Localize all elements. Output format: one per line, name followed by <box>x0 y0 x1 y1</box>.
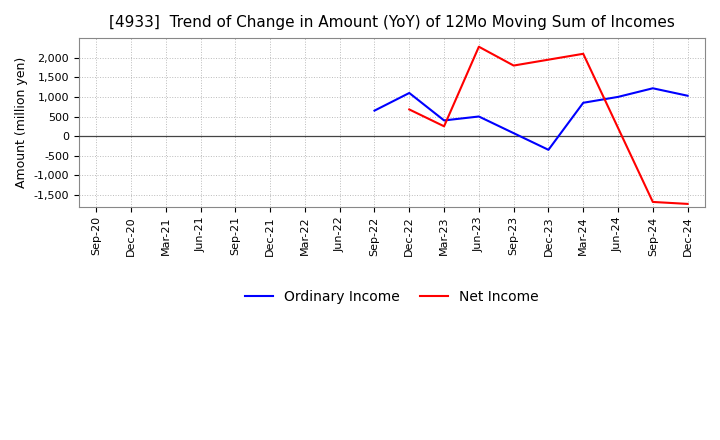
Net Income <box>474 44 483 49</box>
Net Income <box>544 57 553 62</box>
Legend: Ordinary Income, Net Income: Ordinary Income, Net Income <box>239 284 544 309</box>
Ordinary Income <box>544 147 553 152</box>
Ordinary Income <box>683 93 692 99</box>
Ordinary Income <box>649 86 657 91</box>
Ordinary Income <box>474 114 483 119</box>
Title: [4933]  Trend of Change in Amount (YoY) of 12Mo Moving Sum of Incomes: [4933] Trend of Change in Amount (YoY) o… <box>109 15 675 30</box>
Net Income <box>509 63 518 68</box>
Line: Ordinary Income: Ordinary Income <box>374 88 688 150</box>
Net Income <box>440 124 449 129</box>
Line: Net Income: Net Income <box>409 47 688 204</box>
Net Income <box>683 201 692 206</box>
Net Income <box>405 107 413 112</box>
Ordinary Income <box>405 90 413 95</box>
Net Income <box>579 51 588 56</box>
Ordinary Income <box>440 118 449 123</box>
Y-axis label: Amount (million yen): Amount (million yen) <box>15 57 28 188</box>
Ordinary Income <box>579 100 588 106</box>
Net Income <box>649 199 657 205</box>
Ordinary Income <box>613 94 622 99</box>
Ordinary Income <box>370 108 379 113</box>
